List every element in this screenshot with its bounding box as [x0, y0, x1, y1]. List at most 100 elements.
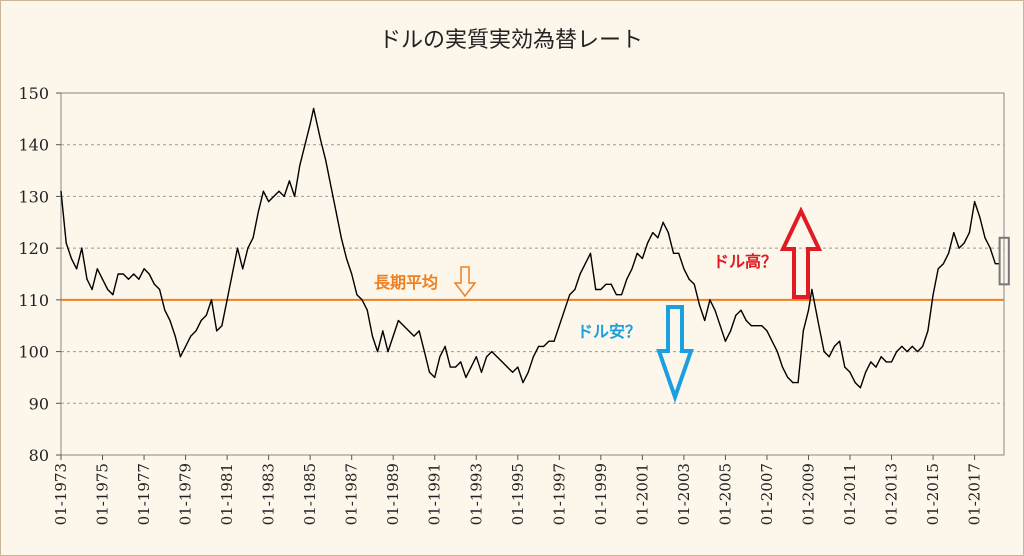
data-point	[190, 335, 192, 337]
data-point	[792, 382, 794, 384]
data-point	[288, 180, 290, 182]
data-point	[833, 345, 836, 347]
x-tick-label: 01-1985	[301, 463, 319, 525]
data-point	[740, 309, 742, 311]
data-point	[273, 195, 275, 198]
data-point	[771, 340, 773, 342]
data-point	[724, 340, 727, 342]
data-point	[122, 273, 124, 275]
x-tick-label: 01-2003	[675, 463, 693, 525]
data-point	[646, 242, 649, 244]
y-axis: 80 90 100 110 120 130 140 150	[18, 84, 61, 465]
data-point	[797, 382, 799, 384]
data-point	[781, 366, 784, 368]
data-point	[480, 371, 483, 373]
y-tick-label: 100	[18, 343, 49, 362]
data-point	[454, 366, 457, 368]
data-point	[605, 283, 607, 285]
data-point	[984, 237, 986, 239]
data-point	[148, 273, 150, 275]
data-point	[299, 164, 301, 166]
data-point	[896, 350, 898, 353]
data-point	[548, 340, 550, 342]
data-point	[911, 345, 913, 347]
data-point	[397, 319, 400, 322]
x-tick-label: 01-1997	[550, 463, 568, 525]
data-point	[179, 356, 181, 358]
data-point	[351, 273, 353, 275]
data-point	[387, 350, 389, 353]
y-tick-label: 110	[18, 291, 49, 310]
annotation-dollar-weak-label: ドル安？	[577, 322, 641, 341]
data-point	[735, 314, 737, 316]
data-point	[70, 257, 72, 260]
y-tick-label: 90	[29, 394, 49, 413]
data-point	[460, 361, 462, 363]
data-point	[184, 345, 187, 347]
data-point	[325, 159, 327, 161]
data-point	[226, 299, 228, 301]
data-point	[958, 247, 960, 249]
data-point	[112, 294, 114, 296]
y-tick-label: 140	[18, 136, 49, 155]
data-point	[698, 304, 701, 306]
x-tick-label: 01-1977	[135, 463, 153, 525]
data-point	[501, 361, 503, 363]
data-point	[787, 376, 789, 379]
x-tick-label: 01-1979	[177, 463, 195, 525]
x-tick-label: 01-2013	[883, 463, 901, 525]
data-point	[377, 350, 379, 353]
data-point	[428, 371, 431, 373]
data-point	[818, 325, 820, 327]
data-point	[361, 299, 363, 301]
data-point	[475, 356, 477, 358]
gridlines	[61, 144, 1004, 404]
data-point	[101, 278, 104, 280]
x-tick-label: 01-2015	[924, 463, 942, 525]
data-point	[262, 190, 265, 192]
data-point	[610, 283, 612, 285]
data-point	[159, 288, 161, 291]
data-point	[662, 221, 664, 223]
series	[60, 107, 1000, 389]
data-point	[164, 309, 166, 311]
x-tick-label: 01-1973	[52, 463, 70, 525]
data-point	[96, 268, 98, 270]
data-point	[621, 294, 623, 296]
data-point	[849, 371, 851, 373]
data-point	[750, 325, 752, 327]
data-point	[304, 144, 306, 146]
data-point	[672, 252, 675, 254]
up-arrow-icon	[779, 206, 823, 299]
data-point	[755, 325, 758, 327]
data-point	[330, 185, 332, 187]
data-point	[465, 376, 467, 379]
y-tick-label: 130	[18, 187, 49, 206]
data-point	[345, 257, 348, 260]
data-point	[117, 273, 119, 275]
data-point	[973, 201, 976, 203]
data-point	[439, 356, 441, 358]
x-tick-label: 01-2011	[841, 463, 859, 525]
data-point	[371, 335, 374, 337]
data-point	[885, 361, 887, 363]
data-point	[745, 319, 747, 322]
data-point	[65, 242, 67, 244]
data-point	[989, 247, 991, 249]
data-point	[688, 278, 690, 280]
data-point	[579, 273, 581, 275]
data-point	[730, 330, 732, 332]
data-point	[319, 138, 322, 141]
data-point	[979, 216, 981, 218]
annotation-long-term-average-label: 長期平均	[374, 273, 438, 292]
data-point	[418, 330, 420, 332]
data-point	[615, 294, 618, 296]
x-tick-label: 01-1993	[467, 463, 485, 525]
data-point	[293, 195, 296, 198]
data-point	[522, 382, 524, 384]
data-point	[236, 247, 239, 249]
down-arrow-icon	[656, 305, 694, 404]
chart-title: ドルの実質実効為替レート	[379, 28, 643, 53]
data-point	[569, 294, 571, 296]
